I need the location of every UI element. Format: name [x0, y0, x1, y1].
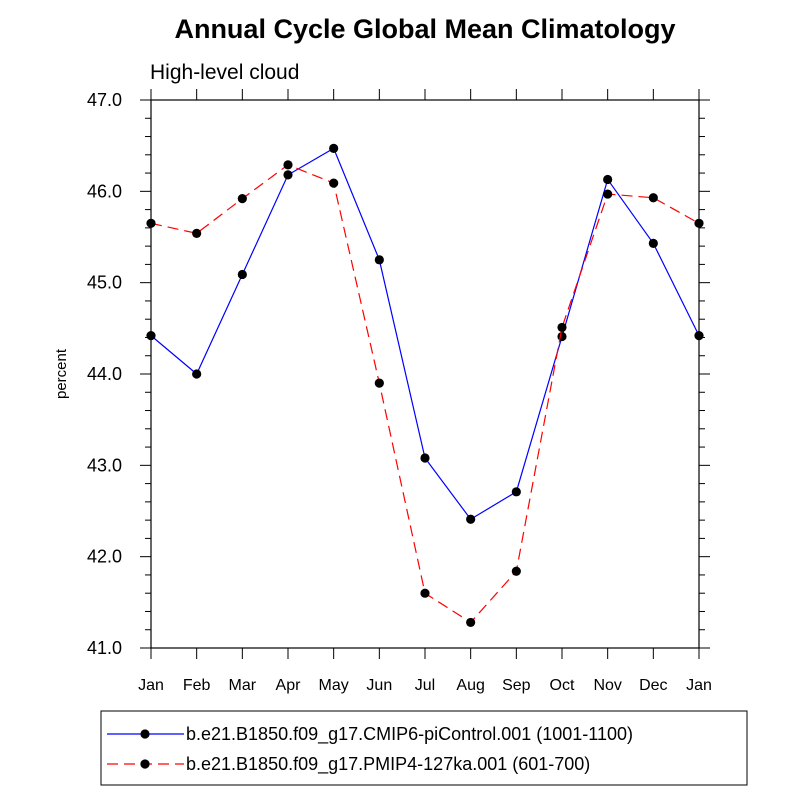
legend-label: b.e21.B1850.f09_g17.CMIP6-piControl.001 … — [186, 724, 633, 745]
data-point — [374, 255, 384, 265]
legend: b.e21.B1850.f09_g17.CMIP6-piControl.001 … — [100, 710, 748, 786]
y-tick-label: 47.0 — [87, 90, 122, 110]
data-point — [192, 228, 202, 238]
y-tick-label: 44.0 — [87, 364, 122, 384]
y-axis-label: percent — [53, 348, 70, 399]
x-tick-label: Oct — [550, 677, 575, 694]
data-point — [511, 566, 521, 576]
data-point — [192, 369, 202, 379]
y-tick-label: 46.0 — [87, 181, 122, 201]
x-tick-labels: Jan Feb Mar Apr May Jun Jul Aug Sep Oct Nov Dec Jan — [138, 677, 712, 694]
y-tick-label: 43.0 — [87, 455, 122, 475]
plot-frame — [150, 99, 700, 649]
chart-title: Annual Cycle Global Mean Climatology — [174, 14, 675, 44]
x-tick-label: Nov — [593, 677, 621, 694]
series-1 — [146, 143, 704, 524]
series-2 — [146, 160, 704, 628]
data-point — [420, 453, 430, 463]
tick-marks — [140, 89, 710, 659]
data-point — [603, 189, 613, 199]
y-tick-label: 45.0 — [87, 273, 122, 293]
y-tick-label: 41.0 — [87, 638, 122, 658]
data-point — [511, 487, 521, 497]
chart-subtitle: High-level cloud — [150, 61, 299, 84]
data-point — [466, 617, 476, 628]
x-tick-label: Sep — [502, 677, 531, 694]
x-tick-label: Jun — [366, 677, 392, 694]
data-point — [557, 331, 567, 342]
data-point — [420, 588, 430, 598]
y-tick-label: 42.0 — [87, 547, 122, 567]
data-point — [603, 174, 613, 185]
y-tick-labels: 41.0 42.0 43.0 44.0 45.0 46.0 47.0 — [87, 90, 122, 658]
data-point — [283, 160, 293, 170]
data-point — [283, 170, 293, 180]
legend-marker — [140, 729, 150, 739]
data-point — [466, 514, 476, 524]
data-point — [237, 269, 247, 280]
legend-label: b.e21.B1850.f09_g17.PMIP4-127ka.001 (601… — [186, 754, 590, 775]
data-point — [648, 193, 658, 203]
x-tick-label: Feb — [183, 677, 211, 694]
x-tick-label: Apr — [276, 677, 302, 694]
data-point — [329, 143, 339, 154]
x-tick-label: Mar — [229, 677, 257, 694]
legend-marker — [140, 759, 150, 769]
x-tick-label: Jan — [686, 677, 712, 694]
series-line — [150, 147, 700, 521]
x-tick-label: Aug — [456, 677, 484, 694]
series-group — [146, 143, 704, 628]
x-tick-label: Jul — [415, 677, 435, 694]
legend-box — [100, 710, 748, 786]
x-tick-label: May — [319, 677, 349, 694]
series-line — [150, 164, 700, 624]
data-point — [329, 178, 339, 188]
data-point — [557, 322, 567, 333]
data-point — [374, 378, 384, 388]
data-point — [648, 238, 658, 248]
x-tick-label: Dec — [639, 677, 667, 694]
data-point — [237, 194, 247, 204]
x-tick-label: Jan — [138, 677, 164, 694]
